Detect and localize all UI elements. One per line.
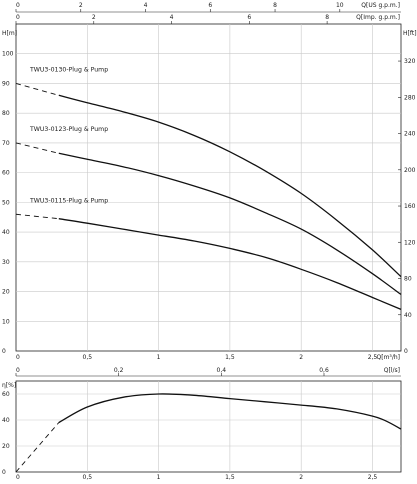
x-axis-title-imp: Q[Imp. g.p.m.] xyxy=(356,14,400,21)
y-tick-label-ft: 80 xyxy=(404,276,412,283)
x-tick-label-us: 10 xyxy=(336,2,344,9)
y-tick-label-ft: 160 xyxy=(404,203,416,210)
x-tick-label-m3h: 1,5 xyxy=(225,354,235,361)
y-tick-label-ft: 40 xyxy=(404,312,412,319)
y-tick-label-ft: 200 xyxy=(404,167,416,174)
pump-curve-2 xyxy=(58,152,402,296)
efficiency-curve-dashed-start xyxy=(15,422,60,473)
eff-y-tick-label: 40 xyxy=(2,417,10,424)
x-tick-label-m3h: 0 xyxy=(16,354,20,361)
eff-y-tick-label: 0 xyxy=(2,469,6,476)
x-tick-label-imp: 4 xyxy=(170,14,174,21)
pump-curve-dashed-start-2 xyxy=(15,142,59,154)
curve-label-2: TWU3-0123-Plug & Pump xyxy=(29,126,108,133)
x-tick-label-us: 0 xyxy=(16,2,20,9)
pump-curve-3 xyxy=(58,218,402,310)
y-tick-label-ft: 0 xyxy=(404,348,408,355)
x-tick-label-ls: 0,4 xyxy=(217,367,227,374)
x-tick-label-m3h: 2 xyxy=(299,354,303,361)
efficiency-curve xyxy=(58,393,402,430)
eff-x-tick-label: 0,5 xyxy=(83,474,93,480)
y-tick-label-ft: 320 xyxy=(404,58,416,65)
eff-y-tick-label: 20 xyxy=(2,443,10,450)
curve-label-3: TWU3-0115-Plug & Pump xyxy=(29,197,108,204)
main-plot-frame xyxy=(15,23,402,352)
x-tick-label-us: 4 xyxy=(144,2,148,9)
x-tick-label-m3h: 0,5 xyxy=(83,354,93,361)
y-tick-label-m: 60 xyxy=(2,170,10,177)
x-tick-label-imp: 2 xyxy=(92,14,96,21)
x-tick-label-ls: 0,2 xyxy=(114,367,124,374)
y-axis-title-ft: H[ft] xyxy=(403,30,417,37)
y-tick-label-m: 0 xyxy=(2,348,6,355)
eff-x-tick-label: 2,5 xyxy=(368,474,378,480)
y-tick-label-m: 100 xyxy=(2,51,14,58)
y-tick-label-m: 50 xyxy=(2,199,10,206)
y-tick-label-m: 10 xyxy=(2,318,10,325)
x-tick-label-us: 8 xyxy=(273,2,277,9)
curve-label-1: TWU3-0130-Plug & Pump xyxy=(29,66,108,73)
x-tick-label-ls: 0 xyxy=(16,367,20,374)
y-tick-label-m: 70 xyxy=(2,140,10,147)
x-tick-label-us: 6 xyxy=(208,2,212,9)
x-tick-label-m3h: 1 xyxy=(157,354,161,361)
y-tick-label-m: 20 xyxy=(2,289,10,296)
eff-y-axis-title: η[%] xyxy=(2,382,16,389)
eff-x-tick-label: 1,5 xyxy=(225,474,235,480)
y-tick-label-m: 30 xyxy=(2,259,10,266)
eff-x-tick-label: 1 xyxy=(157,474,161,480)
y-tick-label-ft: 120 xyxy=(404,239,416,246)
y-tick-label-ft: 240 xyxy=(404,131,416,138)
x-axis-title-ls: Q[l/s] xyxy=(384,367,400,374)
x-tick-label-imp: 6 xyxy=(247,14,251,21)
y-tick-label-m: 80 xyxy=(2,110,10,117)
pump-curve-dashed-start-1 xyxy=(15,83,59,96)
x-axis-title-us: Q[US g.p.m.] xyxy=(361,2,400,9)
y-axis-title-m: H[m] xyxy=(2,30,17,37)
y-tick-label-m: 90 xyxy=(2,80,10,87)
pump-curve-1 xyxy=(58,94,402,278)
eff-y-tick-label: 60 xyxy=(2,391,10,398)
eff-x-tick-label: 2 xyxy=(299,474,303,480)
pump-curve-dashed-start-3 xyxy=(15,213,59,220)
x-tick-label-imp: 0 xyxy=(16,14,20,21)
x-axis-title-m3h: Q[m³/h] xyxy=(377,354,400,361)
x-tick-label-us: 2 xyxy=(79,2,83,9)
y-tick-label-ft: 280 xyxy=(404,94,416,101)
eff-x-tick-label: 0 xyxy=(16,474,20,480)
x-tick-label-imp: 8 xyxy=(325,14,329,21)
y-tick-label-m: 40 xyxy=(2,229,10,236)
x-tick-label-ls: 0,6 xyxy=(319,367,329,374)
efficiency-plot-frame xyxy=(15,380,402,473)
x-tick-label-m3h: 2,5 xyxy=(368,354,378,361)
